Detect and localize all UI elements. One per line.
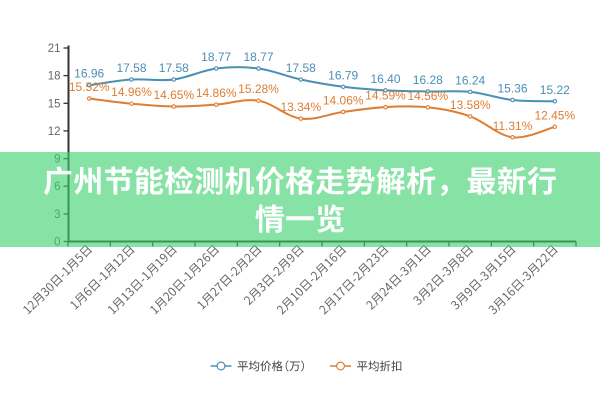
svg-text:17.58: 17.58	[116, 61, 146, 75]
svg-text:13.58%: 13.58%	[450, 98, 491, 112]
svg-text:16.40: 16.40	[370, 72, 400, 86]
svg-text:15: 15	[48, 98, 61, 110]
svg-text:15.36: 15.36	[497, 82, 527, 96]
svg-text:13.34%: 13.34%	[280, 100, 321, 114]
svg-text:11.31%: 11.31%	[493, 119, 533, 133]
svg-text:14.56%: 14.56%	[407, 89, 448, 103]
svg-text:15.28%: 15.28%	[238, 82, 279, 96]
svg-text:14.86%: 14.86%	[196, 86, 237, 100]
svg-text:17.58: 17.58	[159, 61, 189, 75]
svg-text:12: 12	[48, 126, 61, 138]
svg-text:14.06%: 14.06%	[323, 93, 364, 107]
svg-text:17.58: 17.58	[286, 61, 316, 75]
svg-text:15.22: 15.22	[540, 83, 570, 97]
svg-text:16.24: 16.24	[455, 73, 485, 87]
svg-text:18.77: 18.77	[201, 50, 231, 64]
svg-text:14.65%: 14.65%	[153, 88, 194, 102]
svg-text:14.96%: 14.96%	[111, 85, 152, 99]
svg-text:15.52%: 15.52%	[69, 80, 110, 94]
svg-text:14.59%: 14.59%	[365, 89, 406, 103]
svg-text:16.96: 16.96	[74, 67, 104, 81]
svg-text:18: 18	[48, 71, 61, 83]
svg-text:18.77: 18.77	[243, 50, 273, 64]
svg-text:16.79: 16.79	[328, 68, 358, 82]
svg-text:16.28: 16.28	[413, 73, 443, 87]
svg-text:12.45%: 12.45%	[534, 108, 575, 122]
svg-text:21: 21	[48, 43, 61, 55]
